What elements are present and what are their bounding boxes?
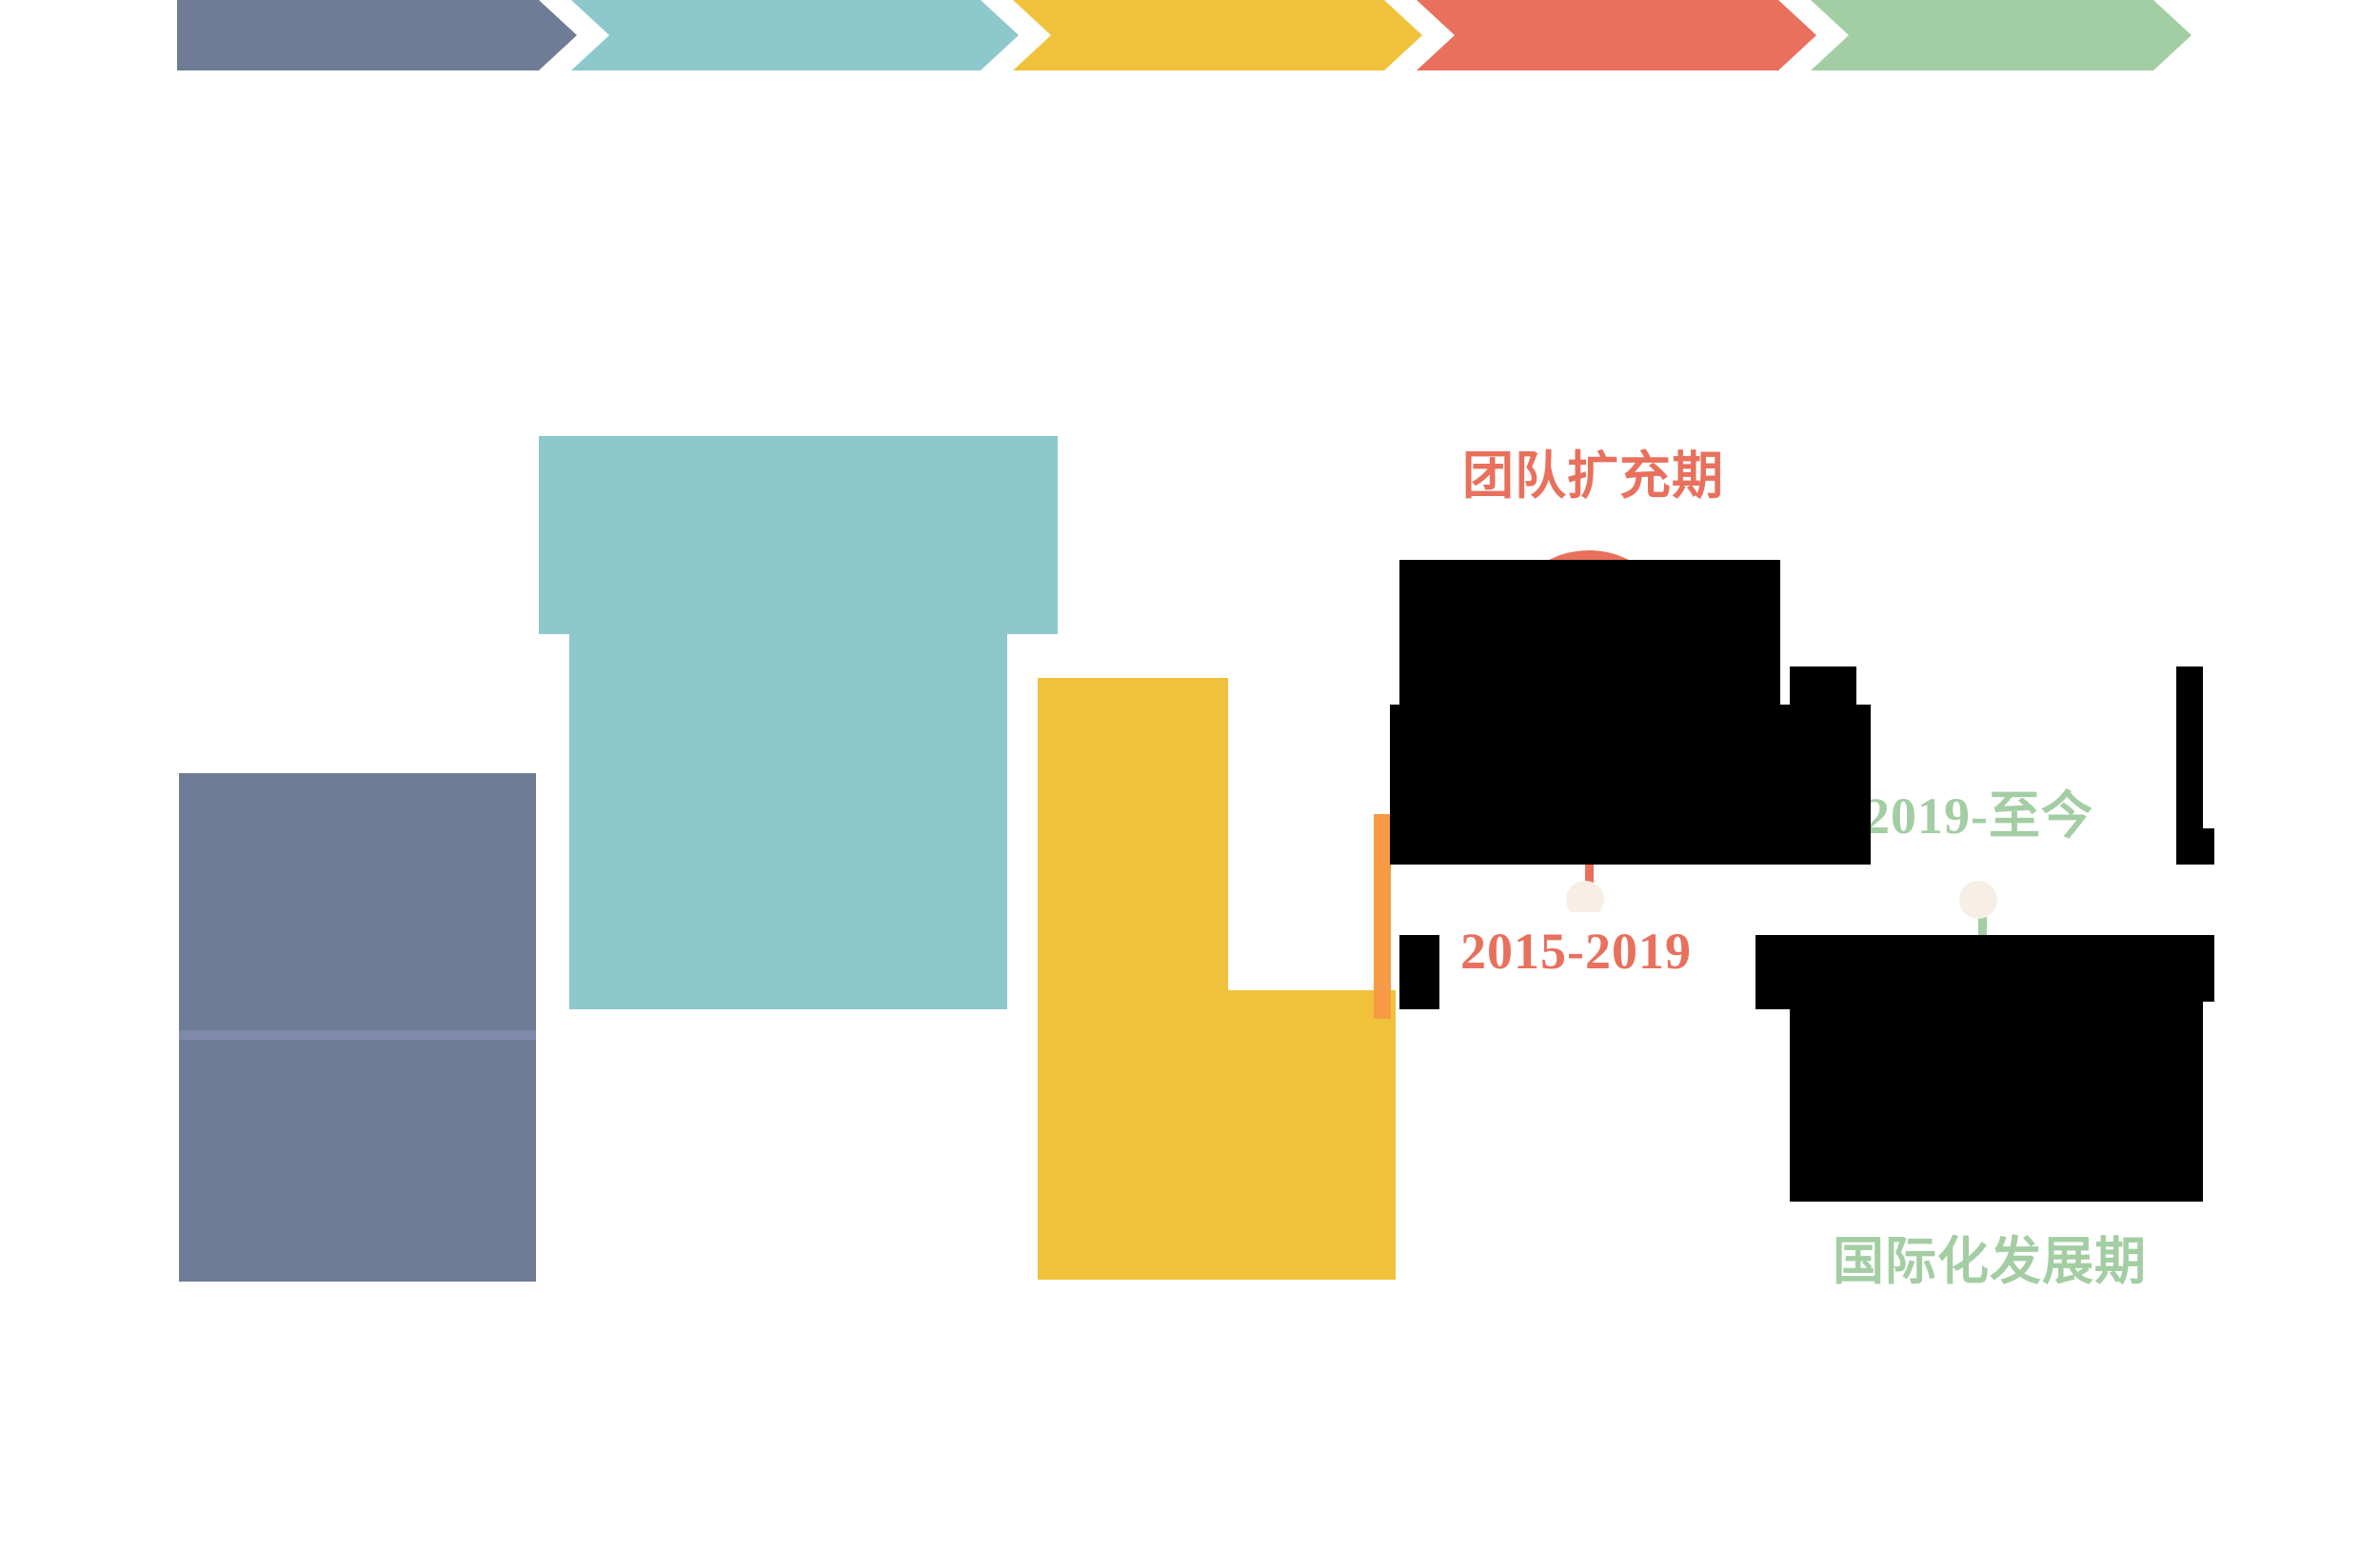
timeline-segment-1-chevron[interactable]	[177, 0, 577, 70]
segment-4-year-label: 2015-2019	[1460, 923, 1692, 980]
timeline-segment-3-chevron[interactable]	[1013, 0, 1422, 70]
segment-4-year-plate	[1439, 912, 1755, 992]
timeline-segment-4-chevron[interactable]	[1417, 0, 1816, 70]
occlusion-block-black-7	[1790, 935, 2203, 1202]
timeline-segment-5-chevron[interactable]	[1811, 0, 2192, 70]
segment-5-year-plate	[1854, 678, 2176, 828]
occlusion-scan-slate	[179, 1030, 536, 1040]
occlusion-block-black-8	[2176, 828, 2214, 865]
occlusion-block-teal-2	[569, 634, 1007, 1009]
segment-4-phase-plate	[1457, 433, 1742, 498]
timeline-segment-2-chevron[interactable]	[571, 0, 1019, 70]
occlusion-block-yellow-2	[1038, 990, 1396, 1280]
occlusion-block-black-3	[1399, 935, 1439, 1009]
occlusion-block-black-5	[1790, 667, 1856, 865]
occlusion-block-slate	[179, 773, 536, 1282]
occlusion-block-black-1	[1399, 560, 1780, 705]
segment-4-phase-label: 团队扩充期	[1462, 446, 1724, 506]
segment-5-phase-label: 国际化发展期	[1833, 1231, 2147, 1291]
segment-5-year-label: 2019-至今	[1864, 787, 2093, 845]
occlusion-strip-orange	[1374, 814, 1391, 1019]
occlusion-block-teal	[539, 436, 1058, 634]
segment-5-node-dot	[1959, 881, 1997, 919]
occlusion-block-black-9	[2176, 935, 2214, 1002]
